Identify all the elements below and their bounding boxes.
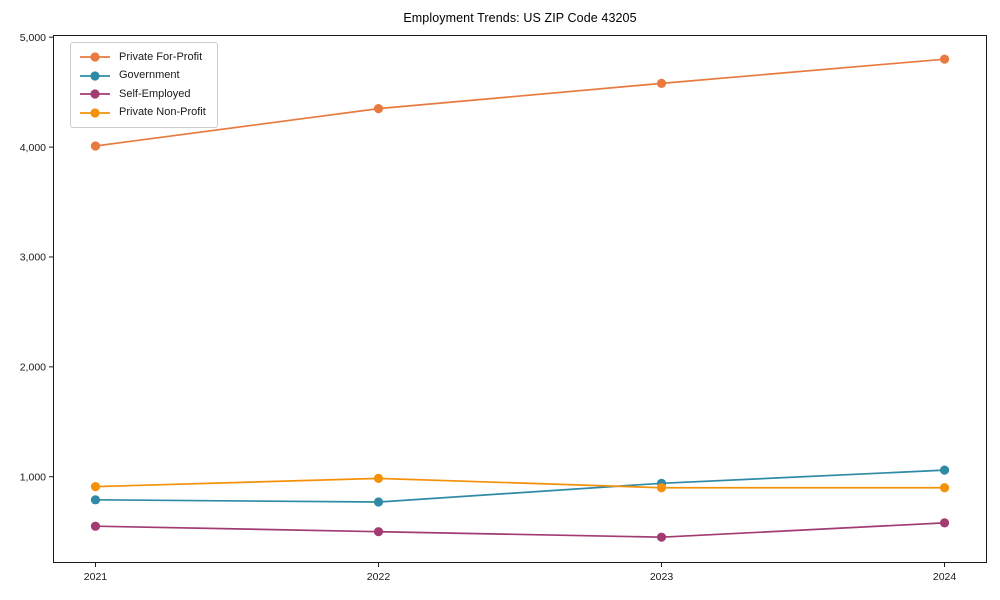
data-point [656, 532, 667, 542]
series-line-government [94, 469, 946, 503]
data-point [373, 473, 384, 483]
x-tick-label: 2021 [84, 571, 108, 583]
series-line-self-employed [94, 522, 946, 539]
data-point [656, 483, 667, 493]
data-point [373, 527, 384, 537]
data-point [939, 465, 950, 475]
series-line-private-for-profit [94, 58, 946, 147]
series-line-private-non-profit [94, 477, 946, 489]
x-tick-label: 2023 [650, 571, 674, 583]
data-point [90, 141, 101, 151]
data-point [373, 104, 384, 114]
legend-swatch-line-marker-icon [80, 52, 110, 62]
legend-label: Private For-Profit [119, 50, 203, 63]
legend-swatch-line-marker-icon [80, 108, 110, 118]
y-tick-label: 4,000 [20, 142, 46, 154]
data-point [90, 521, 101, 531]
data-point [90, 495, 101, 505]
x-tick-label: 2022 [367, 571, 391, 583]
y-tick-label: 2,000 [20, 362, 46, 374]
x-tick-label: 2024 [933, 571, 957, 583]
legend-item: Self-Employed [79, 85, 206, 103]
legend-swatch-line-marker-icon [80, 89, 110, 99]
y-tick-label: 1,000 [20, 471, 46, 483]
legend-label: Government [119, 69, 180, 82]
legend-item: Private Non-Profit [79, 104, 206, 122]
plot-frame [53, 35, 987, 563]
legend-item: Government [79, 67, 206, 85]
chart-legend: Private For-Profit Government Self-Employe… [70, 42, 218, 128]
data-point [939, 54, 950, 64]
chart-title: Employment Trends: US ZIP Code 43205 [403, 11, 637, 25]
data-point [939, 518, 950, 528]
legend-item: Private For-Profit [79, 48, 206, 66]
data-point [939, 483, 950, 493]
legend-label: Self-Employed [119, 87, 191, 100]
data-point [373, 497, 384, 507]
y-tick-label: 3,000 [20, 252, 46, 264]
legend-swatch-line-marker-icon [80, 71, 110, 81]
data-point [656, 78, 667, 88]
data-point [90, 482, 101, 492]
y-tick-label: 5,000 [20, 32, 46, 44]
legend-label: Private Non-Profit [119, 106, 206, 119]
